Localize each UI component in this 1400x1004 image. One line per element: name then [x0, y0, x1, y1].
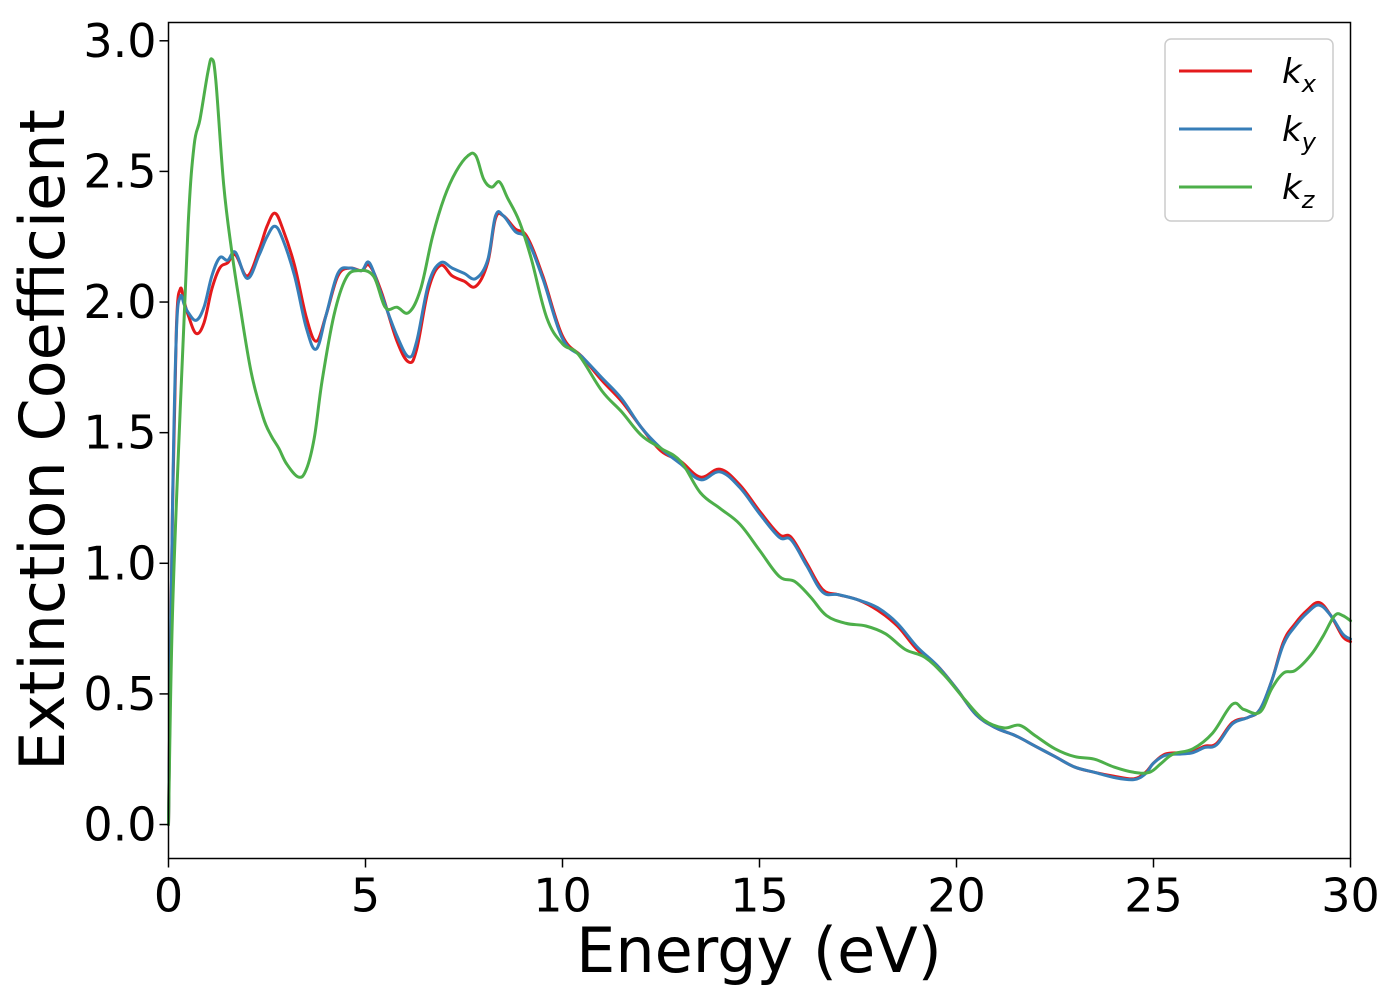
y-tick-label: 1.5 — [83, 406, 156, 460]
x-tick-label: 25 — [1124, 869, 1183, 923]
x-tick-label: 0 — [154, 869, 183, 923]
y-tick-label: 1.0 — [83, 536, 156, 590]
x-axis-label: Energy (eV) — [576, 914, 942, 987]
x-tick-label: 10 — [533, 869, 592, 923]
series-line-k-y — [167, 210, 1352, 827]
x-axis: 0 5 10 15 20 25 30 — [154, 858, 1380, 923]
y-axis: 0.0 0.5 1.0 1.5 2.0 2.5 3.0 — [83, 14, 169, 852]
y-tick-label: 3.0 — [83, 14, 156, 68]
series-layer — [167, 57, 1352, 827]
x-tick-label: 5 — [351, 869, 380, 923]
x-tick-label: 20 — [927, 869, 986, 923]
x-tick-label: 15 — [730, 869, 789, 923]
y-tick-label: 0.0 — [83, 798, 156, 852]
y-tick-label: 2.0 — [83, 275, 156, 329]
series-line-k-z — [167, 57, 1352, 827]
y-tick-label: 0.5 — [83, 667, 156, 721]
y-tick-label: 2.5 — [83, 144, 156, 198]
y-axis-label: Extinction Coefficient — [6, 109, 79, 771]
x-tick-label: 30 — [1321, 869, 1380, 923]
